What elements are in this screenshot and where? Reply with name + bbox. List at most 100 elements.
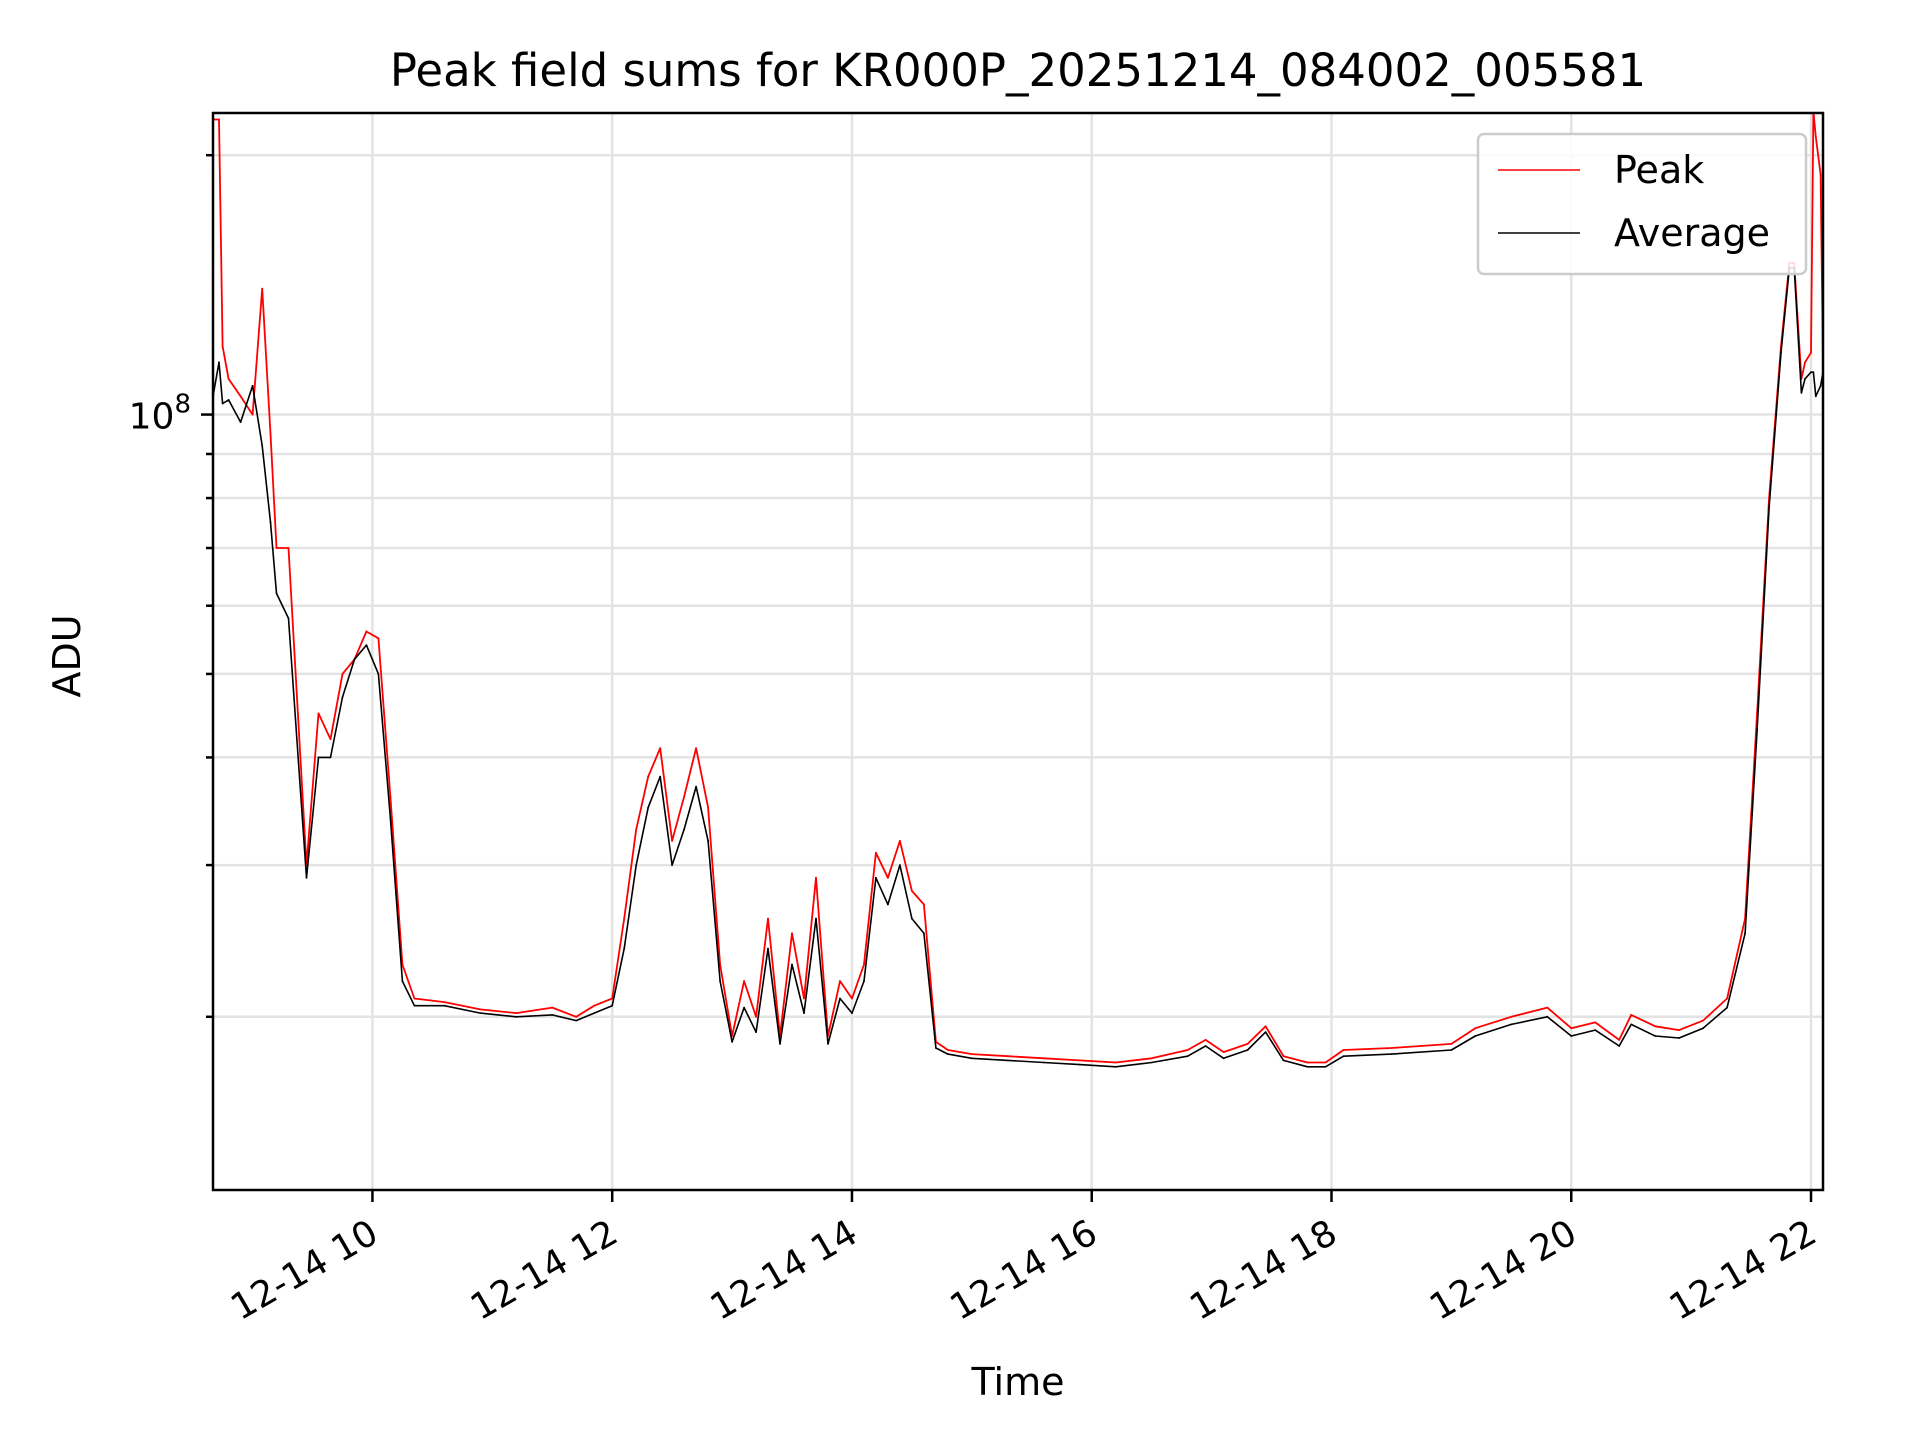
data-point-peak bbox=[647, 775, 650, 778]
data-point-average bbox=[1618, 1045, 1621, 1047]
data-point-average bbox=[377, 673, 380, 675]
data-point-peak bbox=[413, 997, 416, 1000]
data-point-peak bbox=[755, 1015, 757, 1018]
data-point-average bbox=[365, 644, 368, 646]
data-point-peak bbox=[593, 1004, 596, 1007]
data-point-average bbox=[1246, 1049, 1249, 1051]
data-point-peak bbox=[515, 1012, 518, 1014]
data-point-peak bbox=[635, 828, 638, 831]
data-point-peak bbox=[743, 980, 745, 982]
data-point-peak bbox=[1510, 1015, 1513, 1018]
data-point-peak bbox=[1594, 1021, 1597, 1024]
data-point-average bbox=[899, 864, 901, 866]
data-point-average bbox=[1804, 378, 1806, 380]
data-point-peak bbox=[1264, 1025, 1267, 1028]
data-point-peak bbox=[261, 287, 264, 290]
legend: Peak Average bbox=[1476, 132, 1808, 276]
data-point-average bbox=[851, 1012, 853, 1014]
y-axis-label: ADU bbox=[45, 614, 89, 697]
data-point-average bbox=[1654, 1035, 1657, 1037]
data-point-peak bbox=[611, 997, 614, 1000]
data-point-peak bbox=[1342, 1049, 1345, 1051]
data-point-average bbox=[887, 903, 889, 906]
data-point-peak bbox=[1078, 1059, 1081, 1062]
data-point-peak bbox=[947, 1049, 949, 1051]
data-point-average bbox=[551, 1014, 554, 1016]
data-point-average bbox=[1450, 1049, 1453, 1051]
data-point-average bbox=[1678, 1037, 1680, 1039]
data-point-peak bbox=[575, 1015, 578, 1018]
data-point-average bbox=[635, 864, 638, 866]
data-point-average bbox=[839, 997, 841, 1000]
series-line-peak bbox=[213, 113, 1823, 1064]
data-point-peak bbox=[329, 738, 332, 741]
data-point-average bbox=[317, 756, 320, 759]
data-point-peak bbox=[659, 747, 662, 750]
data-point-peak bbox=[389, 795, 392, 798]
data-point-peak bbox=[1114, 1061, 1117, 1064]
data-point-peak bbox=[875, 851, 877, 854]
data-point-average bbox=[1570, 1035, 1573, 1037]
data-point-peak bbox=[1324, 1061, 1327, 1064]
data-point-peak bbox=[1654, 1025, 1657, 1028]
data-point-peak bbox=[365, 630, 368, 633]
data-point-average bbox=[269, 521, 272, 524]
data-point-average bbox=[1282, 1059, 1285, 1062]
data-point-peak bbox=[1204, 1039, 1207, 1041]
data-point-average bbox=[239, 421, 242, 423]
data-point-peak bbox=[1222, 1051, 1225, 1053]
data-point-average bbox=[671, 864, 673, 866]
data-point-peak bbox=[1618, 1039, 1621, 1041]
data-point-average bbox=[329, 756, 332, 759]
data-point-average bbox=[1150, 1061, 1153, 1064]
data-point-peak bbox=[1814, 136, 1817, 138]
data-point-average bbox=[1324, 1065, 1327, 1068]
data-point-average bbox=[767, 947, 769, 950]
data-point-average bbox=[1546, 1015, 1549, 1018]
data-point-peak bbox=[1042, 1057, 1045, 1060]
data-point-average bbox=[815, 917, 817, 920]
data-point-average bbox=[947, 1053, 949, 1055]
data-point-peak bbox=[1819, 173, 1822, 176]
data-point-peak bbox=[251, 413, 254, 416]
data-point-average bbox=[911, 917, 913, 920]
data-point-average bbox=[683, 828, 685, 831]
data-point-average bbox=[1390, 1053, 1393, 1055]
data-point-peak bbox=[719, 963, 721, 966]
data-point-average bbox=[1186, 1055, 1189, 1058]
data-point-average bbox=[791, 963, 793, 966]
data-point-average bbox=[1114, 1065, 1117, 1068]
data-point-average bbox=[575, 1019, 578, 1022]
data-point-peak bbox=[1150, 1057, 1153, 1060]
data-point-average bbox=[743, 1006, 745, 1009]
data-point-average bbox=[1342, 1055, 1345, 1058]
data-point-peak bbox=[1804, 361, 1806, 364]
data-point-average bbox=[401, 980, 404, 982]
data-point-peak bbox=[1474, 1027, 1477, 1030]
data-point-average bbox=[923, 932, 925, 935]
data-point-peak bbox=[839, 980, 841, 982]
data-point-average bbox=[389, 817, 392, 820]
data-point-average bbox=[623, 947, 626, 950]
data-point-peak bbox=[551, 1006, 554, 1009]
legend-box bbox=[1476, 132, 1808, 276]
data-point-peak bbox=[341, 673, 344, 675]
data-point-average bbox=[1780, 351, 1782, 354]
data-point-average bbox=[1474, 1035, 1477, 1037]
data-point-average bbox=[1812, 371, 1815, 374]
data-point-average bbox=[731, 1041, 733, 1043]
data-point-peak bbox=[923, 903, 925, 906]
data-point-peak bbox=[1186, 1049, 1189, 1051]
data-point-average bbox=[1800, 391, 1803, 394]
data-point-average bbox=[341, 696, 344, 698]
data-point-average bbox=[1702, 1027, 1704, 1030]
y-tick-label: 108 bbox=[129, 390, 191, 438]
data-point-average bbox=[515, 1015, 518, 1018]
data-point-average bbox=[1306, 1065, 1309, 1068]
data-point-average bbox=[353, 658, 356, 661]
data-point-average bbox=[695, 785, 697, 788]
data-point-average bbox=[251, 384, 254, 387]
data-point-average bbox=[827, 1043, 829, 1045]
data-point-average bbox=[1768, 506, 1770, 509]
